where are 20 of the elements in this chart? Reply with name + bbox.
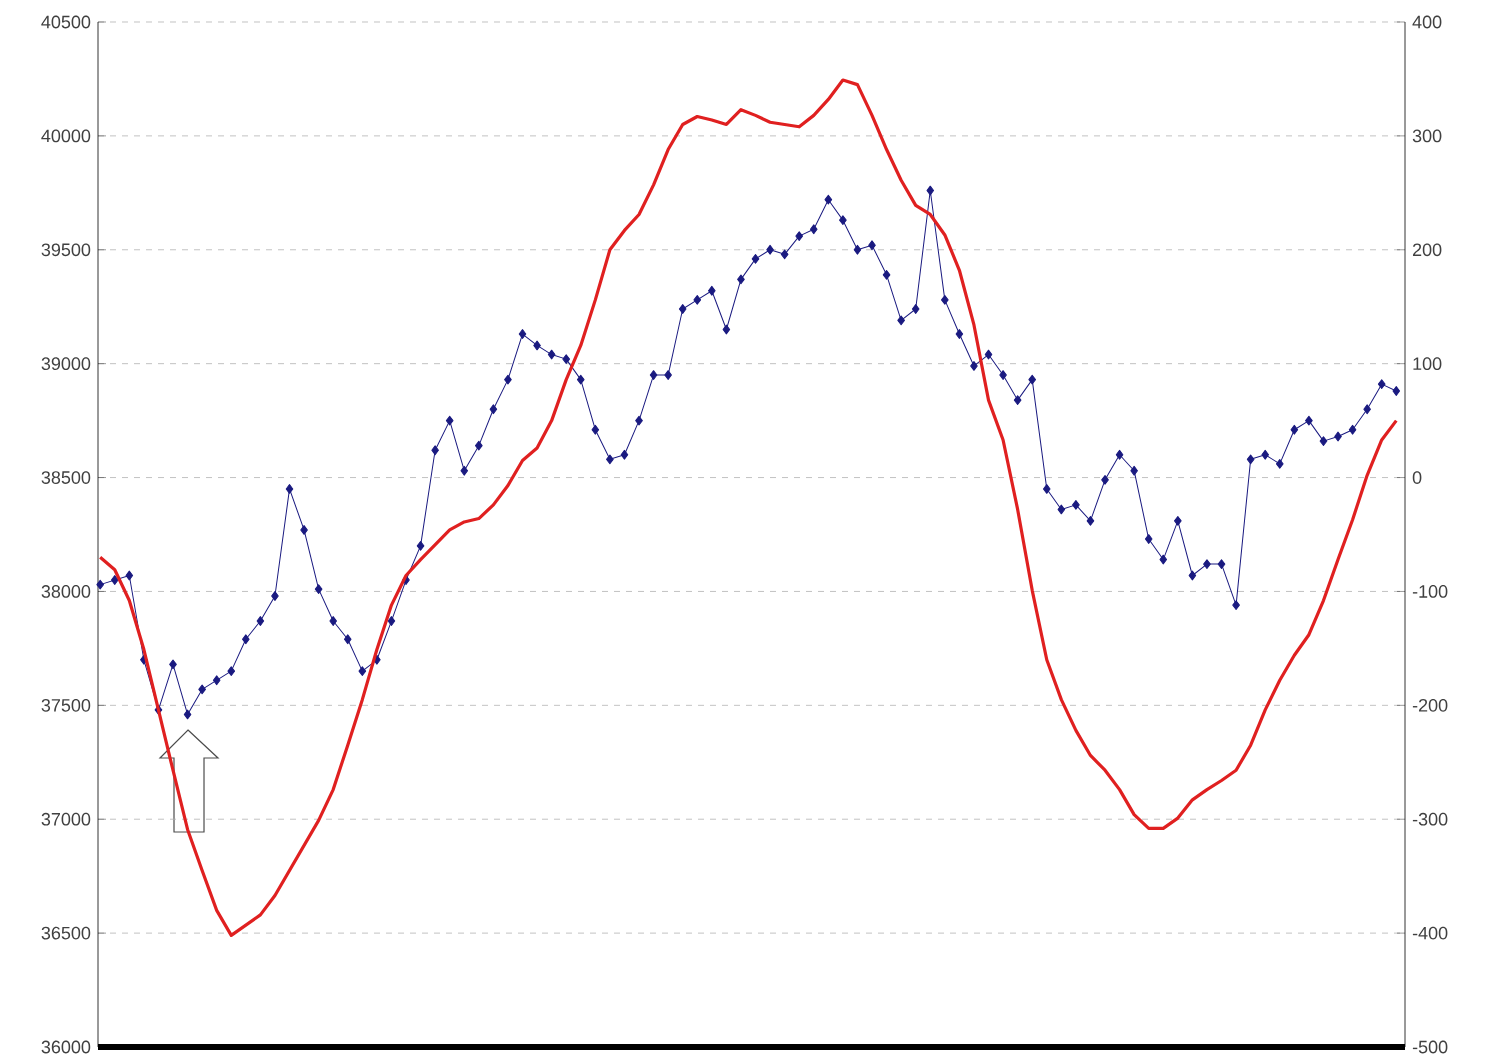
y2-tick-label: -200: [1412, 698, 1448, 712]
y2-tick-label: 0: [1412, 471, 1422, 484]
y-tick-label: 36500: [41, 926, 91, 940]
y-tick-label: 39500: [41, 243, 91, 257]
y2-tick-label: -300: [1412, 812, 1448, 826]
y-tick-label: 39000: [41, 357, 91, 371]
y2-tick-label: -100: [1412, 585, 1448, 598]
y2-tick-label: 100: [1413, 357, 1442, 371]
y-tick-label: 36000: [41, 1040, 91, 1054]
y-tick-label: 37000: [41, 812, 91, 826]
y-tick-label: 38500: [41, 471, 91, 484]
y2-tick-label: 200: [1412, 243, 1442, 257]
y-tick-label: 40500: [41, 15, 91, 29]
y2-tick-label: 400: [1412, 15, 1442, 29]
y-tick-label: 37500: [41, 698, 91, 712]
y-tick-label: 40000: [41, 129, 91, 143]
y-tick-label: 38000: [41, 585, 91, 598]
y2-tick-label: -400: [1412, 926, 1448, 940]
y2-tick-label: 300: [1412, 129, 1442, 143]
y2-tick-label: -500: [1412, 1040, 1448, 1054]
